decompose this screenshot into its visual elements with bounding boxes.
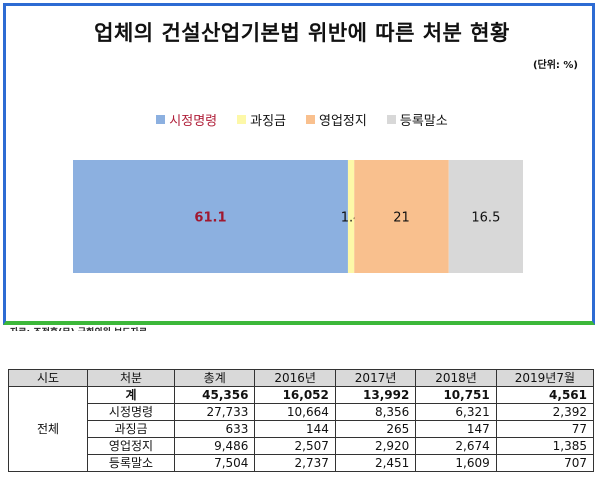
col-header: 시도 xyxy=(8,369,88,387)
table-cell: 16,052 xyxy=(254,386,336,404)
table-cell: 1,385 xyxy=(495,437,595,455)
legend-swatch xyxy=(237,115,247,124)
table-cell: 147 xyxy=(415,420,497,438)
bar-segment-등록말소 xyxy=(448,160,523,273)
table-cell: 45,356 xyxy=(173,386,256,404)
bar-segment-과징금 xyxy=(347,160,355,273)
table-cell: 2,737 xyxy=(254,454,336,472)
legend-swatch xyxy=(306,115,316,124)
row-label: 등록말소 xyxy=(87,454,175,472)
table-cell: 707 xyxy=(495,454,595,472)
table-cell: 6,321 xyxy=(415,403,497,421)
legend-swatch xyxy=(386,115,396,124)
chart-panel: 업체의 건설산업기본법 위반에 따른 처분 현황 (단위: %) 시정명령 과징… xyxy=(3,3,598,331)
table-cell: 10,664 xyxy=(254,403,336,421)
table-cell: 265 xyxy=(334,420,417,438)
row-label: 영업정지 xyxy=(87,437,175,455)
table-cell: 2,451 xyxy=(334,454,417,472)
legend-swatch xyxy=(156,115,166,124)
data-label-등록말소: 16.5 xyxy=(471,211,500,226)
col-header: 2017년 xyxy=(334,369,417,387)
table-cell: 77 xyxy=(495,420,595,438)
table-cell: 2,674 xyxy=(415,437,497,455)
row-label: 계 xyxy=(87,386,175,404)
col-header: 처분 xyxy=(87,369,175,387)
legend-label: 시정명령 xyxy=(169,114,218,129)
region-cell: 전체 xyxy=(8,386,88,472)
chart-title: 업체의 건설산업기본법 위반에 따른 처분 현황 xyxy=(94,21,510,45)
table-cell: 9,486 xyxy=(173,437,256,455)
legend-item-영업정지: 영업정지 xyxy=(306,110,367,129)
table-cell: 2,392 xyxy=(495,403,595,421)
table-cell: 13,992 xyxy=(334,386,417,404)
table-cell: 2,920 xyxy=(334,437,417,455)
table-cell: 1,609 xyxy=(415,454,497,472)
col-header: 2016년 xyxy=(254,369,336,387)
col-header: 2019년7월 xyxy=(495,369,595,387)
data-label-영업정지: 21 xyxy=(393,211,410,226)
bar-segment-영업정지 xyxy=(354,160,449,273)
table-row: 시정명령 27,733 10,664 8,356 6,321 2,392 xyxy=(9,403,595,421)
table-cell: 7,504 xyxy=(173,454,256,472)
table-row: 영업정지 9,486 2,507 2,920 2,674 1,385 xyxy=(9,437,595,455)
table-row: 과징금 633 144 265 147 77 xyxy=(9,420,595,438)
table-row: 전체 계 45,356 16,052 13,992 10,751 4,561 xyxy=(8,386,595,472)
row-label: 시정명령 xyxy=(87,403,175,421)
unit-label: (단위: %) xyxy=(532,60,578,71)
source-note: 자료: 조정훈(무) 국회의원 보도자료 xyxy=(10,325,147,331)
data-label-시정명령: 61.1 xyxy=(194,211,226,226)
table-cell: 10,751 xyxy=(415,386,497,404)
legend-item-등록말소: 등록말소 xyxy=(386,110,448,129)
table-cell: 2,507 xyxy=(254,437,336,455)
table-header-row: 시도 처분 총계 2016년 2017년 2018년 2019년7월 xyxy=(8,369,595,387)
table-cell: 27,733 xyxy=(173,403,256,421)
col-header: 총계 xyxy=(173,369,256,387)
legend-label: 등록말소 xyxy=(399,114,448,129)
legend-item-시정명령: 시정명령 xyxy=(156,110,217,129)
table-cell: 8,356 xyxy=(334,403,417,421)
chart-legend: 시정명령 과징금 영업정지 등록말소 xyxy=(6,110,598,129)
table-cell: 4,561 xyxy=(495,386,595,404)
table-cell: 633 xyxy=(173,420,256,438)
data-table: 시도 처분 총계 2016년 2017년 2018년 2019년7월 전체 계 … xyxy=(8,369,595,472)
bar-segment-시정명령 xyxy=(73,160,348,273)
table-cell: 144 xyxy=(254,420,336,438)
legend-label: 과징금 xyxy=(250,114,287,129)
legend-label: 영업정지 xyxy=(319,114,367,129)
row-label: 과징금 xyxy=(87,420,175,438)
col-header: 2018년 xyxy=(415,369,497,387)
stacked-bar-chart: 61.1 1.4 21 16.5 xyxy=(73,160,523,273)
legend-item-과징금: 과징금 xyxy=(237,110,286,129)
table-row: 등록말소 7,504 2,737 2,451 1,609 707 xyxy=(9,454,595,472)
